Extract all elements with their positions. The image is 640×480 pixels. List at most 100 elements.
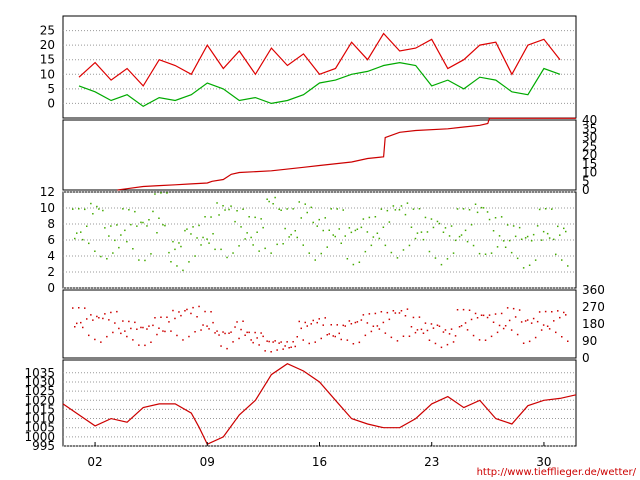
data-point [326, 246, 328, 248]
data-point [168, 321, 170, 323]
data-point [450, 328, 453, 330]
data-point [342, 324, 344, 327]
data-point [432, 226, 435, 229]
data-point [464, 322, 467, 324]
data-point [186, 228, 188, 230]
data-point [182, 269, 184, 272]
data-point [320, 337, 322, 340]
data-point [332, 335, 334, 337]
data-point [192, 226, 194, 228]
data-point [352, 343, 355, 345]
data-point [256, 231, 258, 233]
data-point [482, 207, 485, 209]
data-point [410, 226, 413, 228]
data-point [436, 324, 439, 326]
data-point [244, 238, 246, 240]
data-point [250, 339, 252, 341]
data-point [544, 208, 547, 210]
data-point [316, 225, 318, 227]
data-point [164, 330, 166, 333]
data-point [534, 336, 537, 339]
panel-4: 0 90 180 270 360 [62, 283, 605, 365]
data-point [164, 224, 166, 227]
data-point [346, 258, 349, 260]
data-point [420, 328, 423, 331]
data-point [382, 226, 385, 228]
data-point [430, 323, 433, 325]
data-point [268, 200, 270, 203]
data-point [388, 221, 391, 223]
data-point [336, 324, 338, 326]
credit-link[interactable]: http://www.tiefflieger.de/wetter/ [476, 467, 636, 478]
data-point [530, 322, 533, 324]
data-point [160, 316, 162, 318]
data-point [528, 340, 531, 343]
data-point [178, 242, 180, 244]
data-point [280, 341, 282, 343]
data-point [565, 314, 567, 316]
data-point [490, 252, 493, 254]
data-point [204, 216, 206, 218]
data-point [132, 339, 134, 341]
data-point [542, 230, 545, 233]
data-point [86, 318, 88, 320]
data-point [370, 244, 373, 247]
data-point [176, 265, 178, 267]
data-point [114, 322, 116, 324]
data-point [342, 209, 344, 211]
data-point [282, 348, 284, 350]
data-point [374, 216, 377, 218]
data-point [202, 236, 204, 239]
data-point [118, 246, 120, 249]
data-point [486, 211, 489, 213]
data-point [482, 314, 485, 317]
data-point [184, 229, 186, 232]
data-point [102, 209, 104, 212]
data-point [384, 244, 387, 247]
series-line-1 [78, 32, 561, 87]
data-point [358, 261, 361, 263]
data-point [506, 224, 509, 226]
data-point [548, 328, 551, 330]
data-point [90, 202, 92, 205]
data-point [156, 232, 158, 234]
data-point [426, 231, 429, 233]
data-point [274, 340, 276, 342]
data-point [100, 341, 102, 343]
data-point [360, 226, 363, 229]
data-point [128, 320, 130, 323]
data-point [326, 334, 328, 336]
data-point [166, 192, 168, 194]
data-point [426, 329, 429, 332]
data-point [218, 214, 220, 216]
data-point [492, 321, 495, 323]
data-point [102, 317, 104, 320]
data-point [442, 231, 445, 233]
data-point [460, 325, 463, 327]
data-point [306, 211, 308, 214]
data-point [448, 333, 451, 335]
data-point [496, 246, 499, 248]
data-point [565, 230, 567, 233]
data-point [348, 227, 351, 229]
data-point [92, 319, 94, 321]
data-point [372, 236, 375, 238]
data-point [170, 261, 172, 263]
data-point [398, 209, 401, 211]
data-point [168, 251, 170, 254]
y-tick-label: 25 [582, 139, 597, 153]
data-point [260, 332, 262, 334]
data-point [538, 311, 541, 313]
data-point [248, 216, 250, 218]
data-point [551, 311, 553, 313]
x-tick-label: 23 [424, 455, 439, 469]
data-point [450, 225, 453, 227]
data-point [516, 333, 519, 336]
data-point [382, 321, 385, 324]
data-point [468, 309, 471, 311]
data-point [130, 223, 132, 226]
data-point [204, 310, 206, 313]
data-point [210, 311, 212, 313]
data-point [559, 316, 561, 319]
